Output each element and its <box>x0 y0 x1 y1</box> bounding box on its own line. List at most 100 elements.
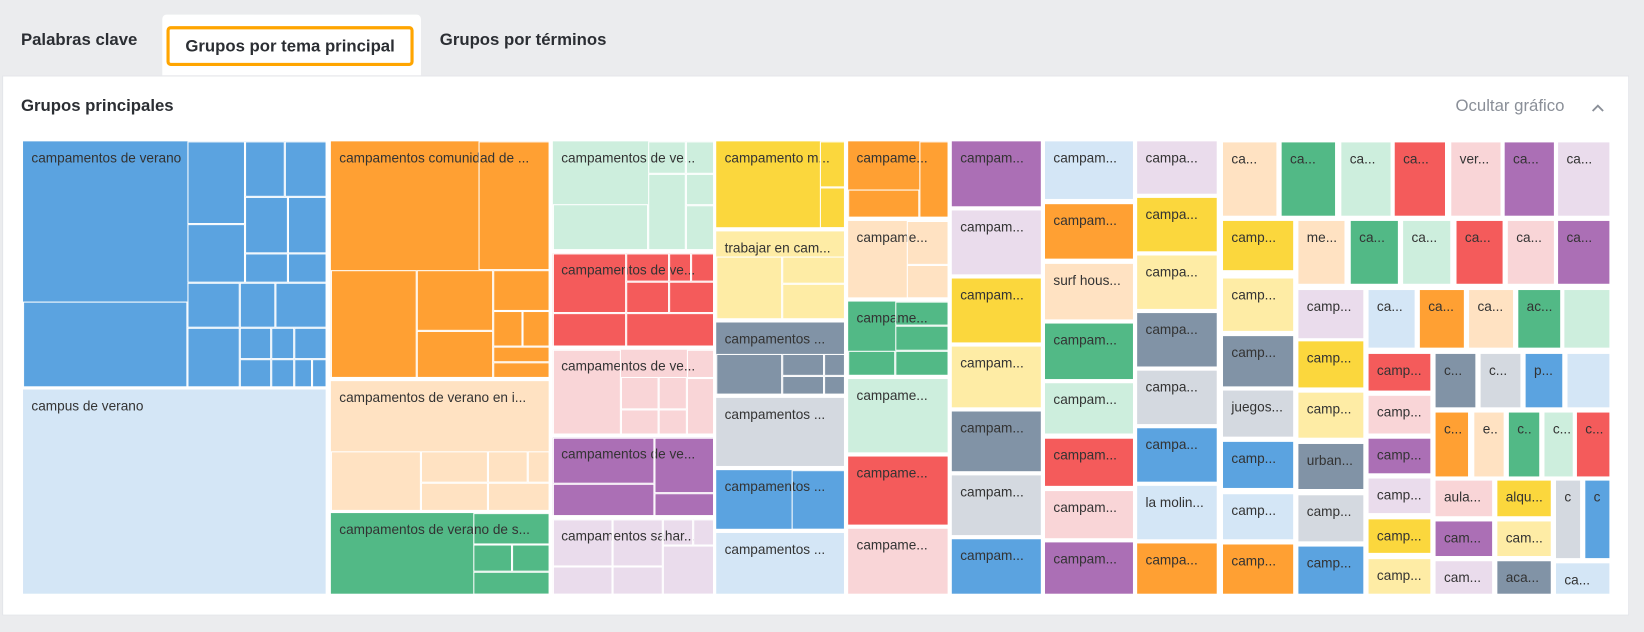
treemap-tile[interactable]: campa... <box>1137 313 1217 367</box>
treemap-tile[interactable]: campa... <box>1137 197 1217 252</box>
treemap-tile[interactable]: campam... <box>1045 542 1133 594</box>
treemap-tile[interactable]: campam... <box>1045 438 1133 486</box>
treemap-tile[interactable]: ca... <box>1507 220 1554 284</box>
treemap-tile[interactable]: cam... <box>1435 561 1493 594</box>
treemap-tile[interactable]: me... <box>1298 220 1345 284</box>
treemap-tile[interactable]: camp... <box>1298 546 1364 594</box>
treemap-tile[interactable]: campam... <box>1045 323 1133 380</box>
treemap-tile[interactable]: c.. <box>1508 412 1540 477</box>
treemap-tile[interactable]: campus de verano <box>23 389 326 594</box>
treemap-tile[interactable]: campamentos de ve... <box>552 437 714 516</box>
treemap-tile[interactable]: campamentos ... <box>716 322 844 394</box>
treemap-tile[interactable]: campam... <box>1045 204 1133 259</box>
treemap-tile[interactable]: la molin... <box>1137 485 1217 540</box>
treemap-tile[interactable]: camp... <box>1368 353 1431 391</box>
treemap-tile[interactable]: campa... <box>1137 543 1217 594</box>
treemap-tile[interactable]: ca... <box>1456 220 1503 284</box>
treemap-tile[interactable]: c... <box>1435 353 1476 408</box>
treemap-tile[interactable]: ac... <box>1518 290 1561 348</box>
treemap-tile[interactable]: camp... <box>1298 495 1364 542</box>
treemap-tile[interactable]: camp... <box>1223 441 1294 488</box>
treemap-tile[interactable]: ca... <box>1281 142 1336 216</box>
treemap-tile[interactable]: campa... <box>1137 428 1217 482</box>
treemap-tile[interactable]: e.. <box>1474 412 1504 477</box>
treemap-tile[interactable]: campamentos de verano en i... <box>330 381 549 510</box>
treemap-tile[interactable]: camp... <box>1223 336 1294 387</box>
treemap-tile[interactable]: campame... <box>848 141 948 217</box>
treemap-tile[interactable]: aula... <box>1435 480 1493 517</box>
treemap-tile[interactable]: ca... <box>1558 220 1610 284</box>
treemap-tile[interactable]: aca... <box>1497 561 1551 594</box>
treemap-tile[interactable]: campam... <box>951 539 1041 594</box>
treemap-tile[interactable]: campa... <box>1137 141 1217 194</box>
treemap-tile[interactable]: camp... <box>1368 478 1431 514</box>
treemap-tile[interactable]: campamentos comunidad de ... <box>330 141 549 377</box>
treemap-tile[interactable]: camp... <box>1298 341 1364 388</box>
treemap-tile[interactable]: cam... <box>1435 521 1493 557</box>
treemap-tile[interactable]: ca... <box>1341 142 1391 216</box>
treemap-tile[interactable]: p... <box>1525 353 1563 408</box>
treemap-tile[interactable]: c <box>1555 480 1581 559</box>
hide-chart-button[interactable]: Ocultar gráfico <box>1455 97 1565 116</box>
treemap-tile[interactable]: ca... <box>1394 142 1445 216</box>
treemap-tile[interactable]: c... <box>1435 412 1469 477</box>
treemap-tile[interactable]: campame... <box>848 456 948 525</box>
treemap-tile[interactable]: campame... <box>848 379 948 453</box>
treemap-tile[interactable]: campam... <box>951 278 1041 343</box>
treemap-tile[interactable]: campam... <box>951 475 1041 536</box>
treemap-tile[interactable]: campam... <box>951 141 1041 207</box>
tab-grupos-por-terminos[interactable]: Grupos por términos <box>439 31 607 50</box>
treemap-tile[interactable]: campamentos de verano <box>23 141 326 387</box>
treemap-tile[interactable]: campam... <box>951 346 1041 408</box>
treemap-tile[interactable]: campame... <box>848 528 948 594</box>
treemap-tile[interactable]: surf hous... <box>1045 263 1133 320</box>
tab-palabras-clave[interactable]: Palabras clave <box>20 31 138 50</box>
treemap-tile[interactable]: campamentos de ve... <box>552 253 714 346</box>
treemap-tile[interactable]: campamento m... <box>716 141 844 228</box>
treemap-tile[interactable]: campamentos ... <box>716 397 844 466</box>
chevron-up-icon[interactable] <box>1591 101 1606 116</box>
treemap-tile[interactable]: trabajar en cam... <box>716 231 844 319</box>
treemap-tile[interactable]: camp... <box>1298 392 1364 438</box>
treemap-tile[interactable]: c... <box>1544 412 1573 477</box>
treemap-tile[interactable]: campam... <box>1045 141 1133 199</box>
treemap-tile[interactable]: camp... <box>1298 290 1364 339</box>
treemap-tile[interactable]: campamentos sahar... <box>552 519 714 594</box>
treemap-tile[interactable]: camp... <box>1223 494 1294 540</box>
treemap-tile[interactable]: campam... <box>951 411 1041 472</box>
treemap-tile[interactable]: c... <box>1576 412 1610 477</box>
treemap-tile[interactable]: urban... <box>1298 443 1364 489</box>
treemap-tile[interactable]: ca... <box>1403 220 1451 284</box>
treemap-tile[interactable]: c <box>1585 480 1610 559</box>
treemap-tile[interactable]: campame... <box>848 220 948 298</box>
treemap-tile[interactable]: campam... <box>1045 491 1133 539</box>
treemap-tile[interactable]: ca... <box>1469 290 1514 348</box>
treemap-tile[interactable]: camp... <box>1368 519 1431 553</box>
treemap-tile[interactable]: campam... <box>951 210 1041 275</box>
treemap-tile[interactable]: alqu... <box>1497 480 1551 517</box>
treemap-tile[interactable]: camp... <box>1368 438 1431 474</box>
treemap-tile[interactable]: campamentos ... <box>716 532 844 594</box>
treemap-tile[interactable] <box>1567 353 1610 408</box>
treemap-tile[interactable]: campa... <box>1137 255 1217 309</box>
treemap-tile[interactable]: campamentos ... <box>716 470 844 529</box>
treemap-tile[interactable]: cam... <box>1497 521 1551 557</box>
treemap-tile[interactable]: campame... <box>848 301 948 375</box>
treemap-tile[interactable]: ca... <box>1504 142 1554 216</box>
treemap-tile[interactable]: campam... <box>1045 383 1133 434</box>
treemap-tile[interactable]: ver... <box>1451 142 1501 216</box>
treemap-tile[interactable]: campa... <box>1137 370 1217 425</box>
treemap-tile[interactable]: ca... <box>1223 142 1277 216</box>
treemap-tile[interactable]: camp... <box>1223 220 1294 271</box>
treemap-tile[interactable]: camp... <box>1223 278 1294 331</box>
treemap-tile[interactable]: camp... <box>1223 544 1294 594</box>
treemap-tile[interactable] <box>1564 290 1610 348</box>
tab-grupos-por-tema-principal[interactable]: Grupos por tema principal <box>166 26 414 66</box>
treemap-tile[interactable]: camp... <box>1368 395 1431 434</box>
treemap-tile[interactable]: ca... <box>1350 220 1398 284</box>
treemap-tile[interactable]: camp... <box>1368 559 1431 594</box>
treemap-tile[interactable]: juegos... <box>1223 390 1294 437</box>
treemap-tile[interactable]: ca... <box>1419 290 1464 348</box>
treemap-tile[interactable]: c... <box>1480 353 1521 408</box>
treemap-tile[interactable]: ca... <box>1368 290 1415 348</box>
